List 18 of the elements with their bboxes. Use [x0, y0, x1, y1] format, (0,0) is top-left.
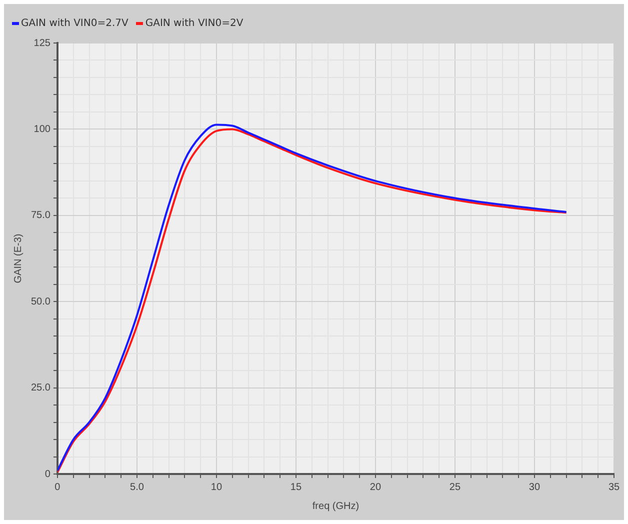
y-tick-label: 50.0: [30, 296, 51, 308]
y-tick-label: 0: [44, 468, 51, 480]
x-axis-title: freq (GHz): [312, 500, 360, 512]
y-axis-title: GAIN (E-3): [12, 234, 24, 284]
y-tick-label: 125: [34, 38, 51, 49]
x-tick-label: 10: [210, 482, 222, 493]
legend-label: GAIN with VIN0=2V: [144, 18, 244, 29]
y-tick-label: 100: [34, 124, 51, 135]
x-tick-label: 25: [449, 482, 461, 493]
x-tick-label: 0: [54, 482, 61, 493]
x-tick-label: 20: [370, 482, 382, 493]
x-tick-label: 35: [608, 482, 620, 493]
legend-label: GAIN with VIN0=2.7V: [20, 18, 128, 29]
x-tick-label: 30: [528, 482, 540, 493]
x-tick-label: 5.0: [130, 482, 144, 493]
y-tick-label: 25.0: [30, 382, 51, 394]
x-tick-label: 15: [290, 482, 302, 493]
y-tick-label: 75.0: [30, 210, 51, 222]
